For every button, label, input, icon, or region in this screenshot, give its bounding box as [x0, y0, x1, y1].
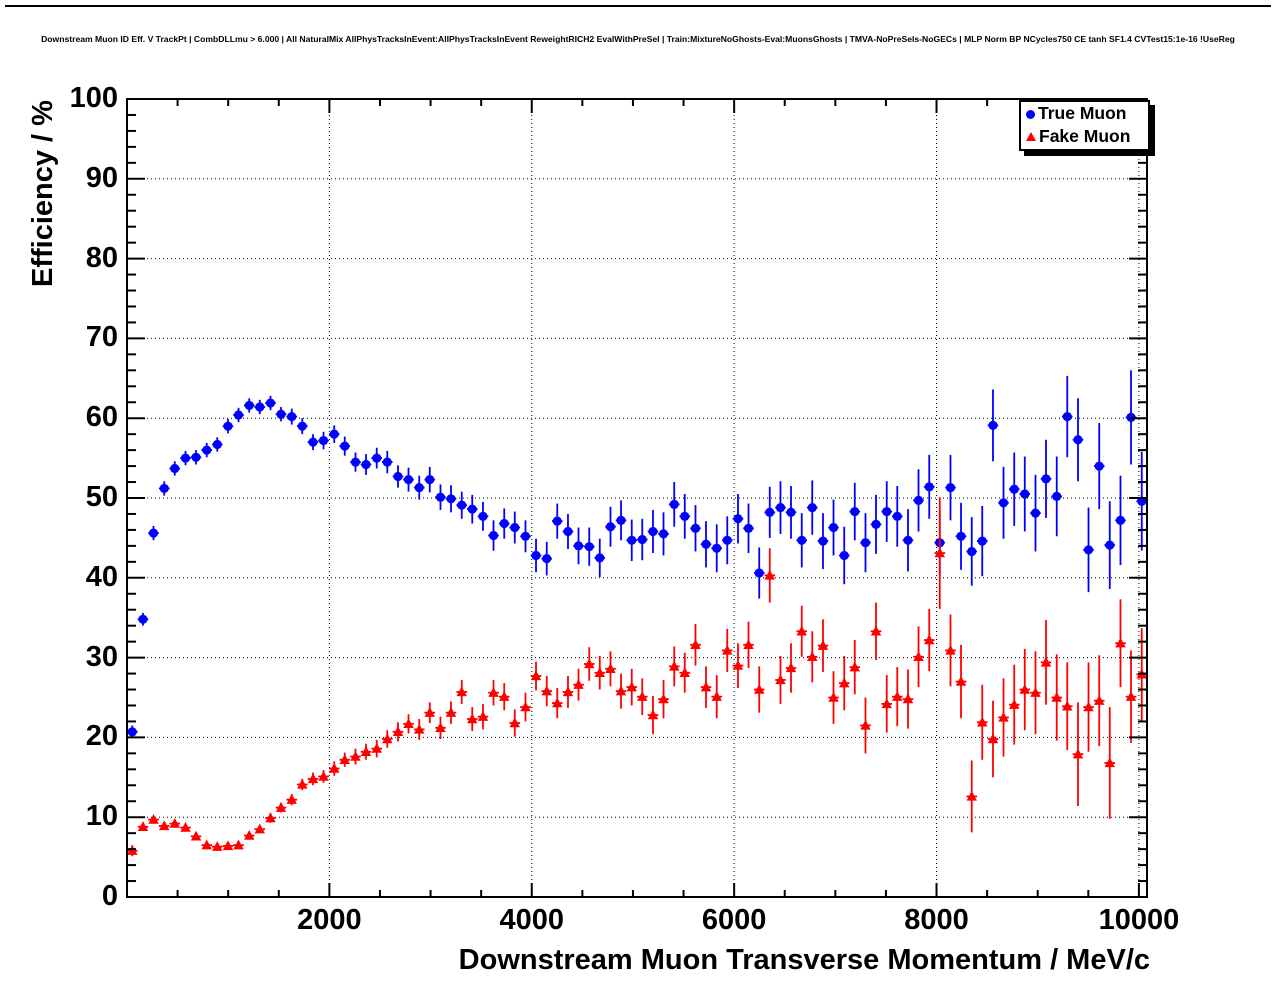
data-markers [127, 547, 1147, 855]
x-axis-title: Downstream Muon Transverse Momentum / Me… [458, 944, 1150, 976]
x-tick-label: 10000 [1098, 904, 1180, 936]
y-tick-label: 20 [85, 720, 118, 753]
legend-entry-true-muon: True Muon [1021, 104, 1148, 125]
plot-title: Downstream Muon ID Eff. V TrackPt | Comb… [41, 34, 1235, 44]
data-markers [127, 398, 1147, 737]
series-true-muon [127, 370, 1147, 739]
y-tick-label: 30 [85, 640, 118, 673]
y-tick-label: 50 [85, 480, 118, 513]
legend-entry-fake-muon: Fake Muon [1021, 126, 1148, 147]
y-tick-label: 80 [85, 241, 118, 274]
y-tick-label: 0 [101, 879, 118, 912]
canvas-border-top [5, 5, 1271, 7]
error-bars [127, 497, 1147, 857]
true-muon-circle-icon [1026, 109, 1035, 119]
y-tick-label: 40 [85, 560, 118, 593]
y-tick-label: 10 [85, 800, 118, 833]
y-tick-label: 100 [69, 81, 118, 114]
y-tick-label: 60 [85, 401, 118, 434]
gridlines [127, 99, 1147, 897]
y-tick-label: 90 [85, 161, 118, 194]
legend: True Muon Fake Muon [1019, 100, 1150, 151]
series-fake-muon [127, 497, 1147, 857]
x-tick-label: 2000 [297, 904, 362, 936]
y-tick-label: 70 [85, 321, 118, 354]
x-tick-label: 6000 [701, 904, 767, 936]
axis-ticks [127, 98, 1147, 898]
legend-label: Fake Muon [1039, 126, 1131, 147]
x-tick-label: 4000 [499, 904, 565, 936]
fake-muon-triangle-icon [1026, 132, 1036, 142]
legend-label: True Muon [1038, 103, 1127, 124]
plot-frame [126, 98, 1148, 898]
x-tick-label: 8000 [904, 904, 969, 936]
